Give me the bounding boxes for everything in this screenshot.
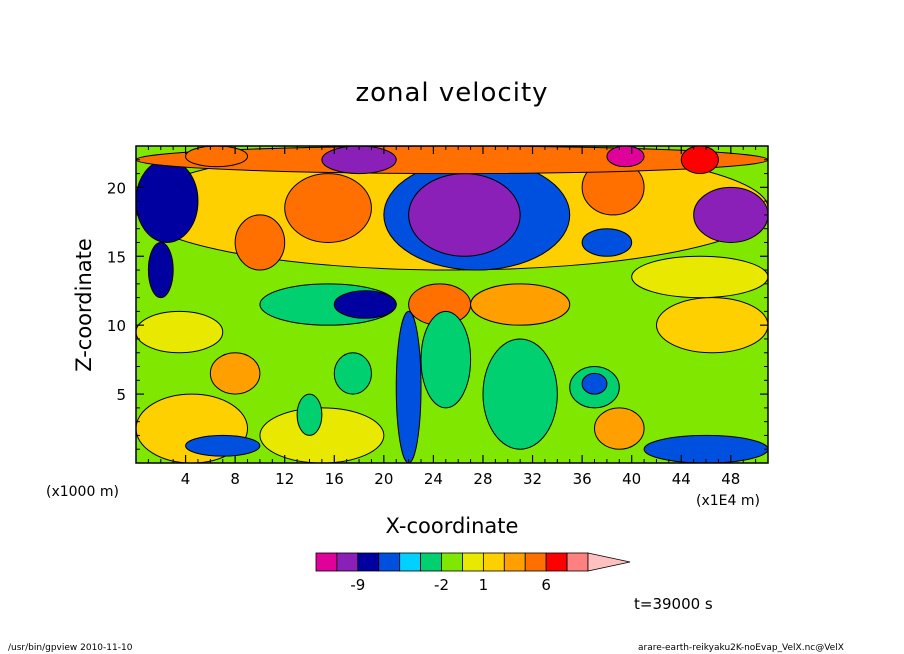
field-region [581,372,608,395]
x-tick-label: 32 [523,470,542,488]
colorbar-swatch [545,552,568,572]
field-region [395,310,422,463]
x-tick-label: 28 [473,470,492,488]
field-region [185,146,249,168]
colorbar-swatch [503,552,526,572]
y-tick-label: 10 [107,317,126,335]
field-region [185,434,261,457]
colorbar-swatch [336,552,359,572]
field-region [333,290,397,319]
footer-left: /usr/bin/gpview 2010-11-10 [8,643,133,653]
x-tick-label: 4 [181,470,191,488]
y-axis-unit: (x1000 m) [46,484,119,500]
field-region [136,310,224,354]
colorbar-label: -9 [350,576,365,594]
field-region [333,352,372,395]
field-region [209,352,261,395]
x-tick-label: 40 [622,470,641,488]
x-tick-label: 20 [374,470,393,488]
field-region [420,310,472,409]
field-region [631,255,768,299]
field-region [594,407,645,450]
x-tick-label: 12 [275,470,294,488]
colorbar-swatch [378,552,401,572]
footer-right: arare-earth-reikyaku2K-noEvap_VelX.nc@Ve… [638,643,844,653]
colorbar-extension-arrow [587,552,631,572]
x-tick-label: 36 [573,470,592,488]
field-region [581,228,633,257]
colorbar-swatch [524,552,547,572]
colorbar-swatch [441,552,463,572]
field-region [680,146,719,175]
colorbar-label: -2 [434,576,449,594]
heatmap-field [136,146,768,463]
x-tick-label: 44 [672,470,691,488]
x-tick-label: 24 [424,470,443,488]
colorbar-swatch [315,552,338,572]
x-tick-label: 16 [325,470,344,488]
colorbar-swatch [462,552,484,572]
colorbar-swatch [566,552,589,572]
colorbar-swatch [420,552,442,572]
colorbar-label: 1 [479,576,489,594]
x-tick-label: 48 [721,470,740,488]
field-region [482,338,558,450]
colorbar-swatch [399,552,422,572]
field-region [259,407,385,463]
y-tick-label: 5 [116,386,126,404]
field-region [147,241,174,299]
x-axis-unit: (x1E4 m) [696,493,760,509]
x-axis-label: X-coordinate [385,514,519,538]
field-region [643,434,768,463]
field-region [606,146,645,168]
field-region [655,297,768,354]
colorbar-swatch [357,552,380,572]
colorbar-swatch [482,552,505,572]
x-tick-label: 8 [230,470,240,488]
field-region [321,146,397,175]
field-region [296,393,323,436]
plot-frame [135,145,769,464]
field-region [470,283,571,326]
field-region [693,186,768,243]
colorbar-label: 6 [541,576,551,594]
time-annotation: t=39000 s [634,595,713,613]
field-region [408,173,521,257]
field-region [136,159,199,243]
colorbar: -9 -2 1 6 [315,552,631,594]
y-tick-label: 20 [107,179,126,197]
chart-title: zonal velocity [355,78,549,108]
field-region [284,173,372,243]
field-region [234,214,286,271]
y-tick-label: 15 [107,248,126,266]
